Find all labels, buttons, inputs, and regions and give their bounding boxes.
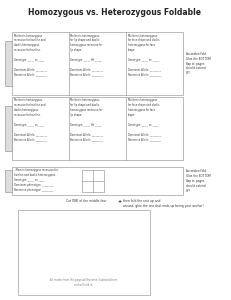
Text: Mother is heterozygous
for lip shape and dad is
homozygous recessive for
lip sha: Mother is heterozygous for lip shape and… <box>70 98 103 142</box>
Text: Mother is homozygous
recessive for hairline and
dad is homozygous
recessive for : Mother is homozygous recessive for hairl… <box>13 98 46 142</box>
Text: - Mom is homozygous recessive for
hairline and dad is heterozygous.
Genotype: __: - Mom is homozygous recessive for hairli… <box>13 169 57 192</box>
Text: Mother is homozygous
recessive for hairline and
dad is heterozygous
recessive fo: Mother is homozygous recessive for hairl… <box>13 34 46 77</box>
FancyBboxPatch shape <box>5 41 12 86</box>
Text: Cut ONE of the middle four: Cut ONE of the middle four <box>66 199 106 203</box>
Text: Mother is heterozygous
for face shape and dad is
heterozygous for face
shape.

G: Mother is heterozygous for face shape an… <box>128 98 161 142</box>
Text: Mother is heterozygous
for face shape and dad is
heterozygous for face
shape.

G: Mother is heterozygous for face shape an… <box>128 34 161 77</box>
Text: +: + <box>118 199 122 204</box>
Text: All matter from this page will become illustrated here
and will fold in.: All matter from this page will become il… <box>50 278 118 287</box>
FancyBboxPatch shape <box>12 97 183 160</box>
Text: Homozygous vs. Heterozygous Foldable: Homozygous vs. Heterozygous Foldable <box>28 8 201 17</box>
FancyBboxPatch shape <box>82 170 104 192</box>
FancyBboxPatch shape <box>5 106 12 151</box>
Text: Accordion Fold.
Glue the BOTTOM
flap in, pages
should extend
UP!: Accordion Fold. Glue the BOTTOM flap in,… <box>186 52 211 75</box>
FancyBboxPatch shape <box>12 167 183 195</box>
Text: Accordion Fold.
Glue the BOTTOM
flap in, pages
should extend
UP!: Accordion Fold. Glue the BOTTOM flap in,… <box>186 169 211 193</box>
FancyBboxPatch shape <box>18 210 150 295</box>
Text: Mother is heterozygous
for lip shape and dad is
homozygous recessive for
lip sha: Mother is heterozygous for lip shape and… <box>70 34 103 77</box>
FancyBboxPatch shape <box>5 170 12 192</box>
FancyBboxPatch shape <box>12 32 183 95</box>
Text: then fold the rest up and
around, glue the one that ends up being your anchor!: then fold the rest up and around, glue t… <box>123 199 204 208</box>
